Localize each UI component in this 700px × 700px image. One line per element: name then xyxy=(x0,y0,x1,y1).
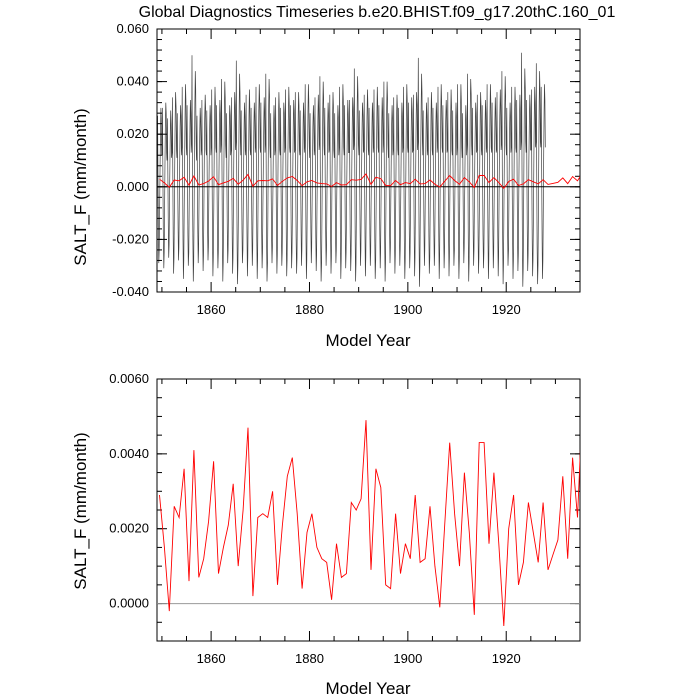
x-axis-label: Model Year xyxy=(325,679,410,698)
y-tick-label: 0.040 xyxy=(116,74,149,89)
series-line-monthly xyxy=(157,52,546,287)
plot-frame xyxy=(156,378,581,642)
y-tick-label: 0.0000 xyxy=(109,596,149,611)
x-axis-label: Model Year xyxy=(325,331,410,350)
x-tick-label: 1900 xyxy=(393,651,422,666)
panel-annual-timeseries: Model Year SALT_F (mm/month) 1860 1880 190… xyxy=(71,371,581,698)
series-line-annual xyxy=(159,173,580,190)
y-tick-label: -0.040 xyxy=(112,284,149,299)
panel-monthly-timeseries: Model Year SALT_F (mm/month) 1860 1880 190… xyxy=(71,21,581,350)
x-tick-label: 1880 xyxy=(295,302,324,317)
y-tick-label: -0.020 xyxy=(112,231,149,246)
y-tick-label: 0.0040 xyxy=(109,446,149,461)
y-tick-label: 0.0020 xyxy=(109,521,149,536)
y-tick-label: 0.020 xyxy=(116,126,149,141)
series-line-annual xyxy=(159,420,580,627)
plot-frame xyxy=(156,28,581,293)
x-tick-label: 1880 xyxy=(295,651,324,666)
x-tick-label: 1860 xyxy=(197,651,226,666)
x-tick-label: 1920 xyxy=(492,302,521,317)
x-tick-label: 1920 xyxy=(492,651,521,666)
y-tick-label: 0.000 xyxy=(116,179,149,194)
y-axis-label: SALT_F (mm/month) xyxy=(71,432,90,589)
y-axis-label: SALT_F (mm/month) xyxy=(71,108,90,265)
x-tick-label: 1900 xyxy=(393,302,422,317)
y-tick-label: 0.060 xyxy=(116,21,149,36)
y-tick-label: 0.0060 xyxy=(109,371,149,386)
chart-title: Global Diagnostics Timeseries b.e20.BHIS… xyxy=(139,4,616,21)
x-tick-label: 1860 xyxy=(197,302,226,317)
